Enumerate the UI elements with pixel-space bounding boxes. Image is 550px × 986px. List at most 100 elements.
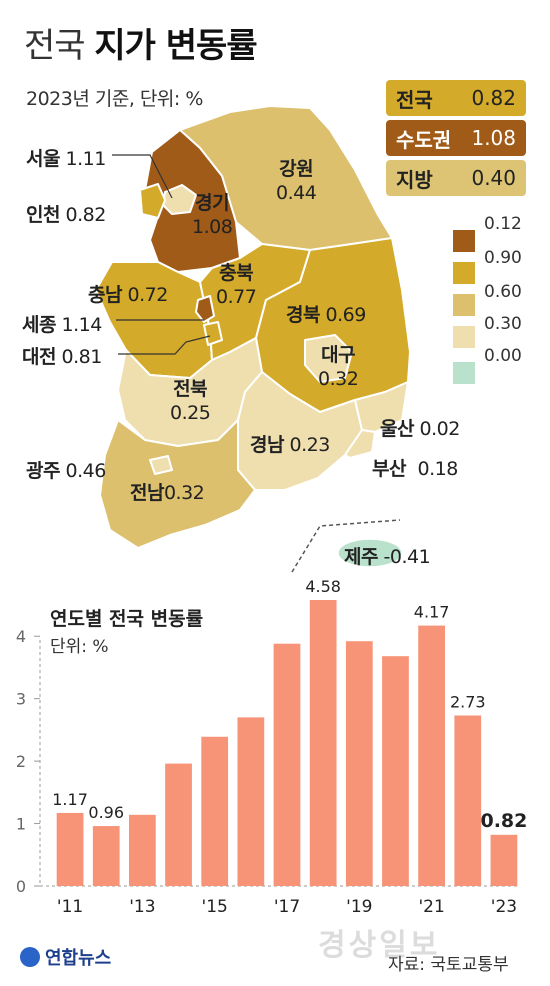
label-busan-value: 0.18 [417,458,459,480]
label-gyeongnam: 경남 0.23 [250,430,330,457]
x-tick-label: '15 [202,897,228,917]
label-incheon: 인천 0.82 [26,200,106,227]
label-jeju: 제주 -0.41 [344,542,431,569]
summary-capital: 수도권 1.08 [386,120,526,156]
data-label-10: 4.17 [414,603,450,622]
label-chungbuk-value: 0.77 [216,285,257,308]
label-chungnam: 충남 0.72 [88,280,168,307]
region-gwangju [149,455,173,475]
logo-icon [20,947,40,967]
region-jeju [337,538,403,568]
legend-swatch-1 [453,262,475,284]
page-title: 전국 지가 변동률 [24,18,258,67]
bar-2 [129,814,156,886]
label-ulsan-name: 울산 [380,418,414,440]
data-label-7: 4.58 [305,577,341,596]
data-label-1: 0.96 [88,803,124,822]
label-jeonbuk-name: 전북 [173,378,208,400]
label-chungbuk-name: 충북 [219,262,254,284]
bar-12 [490,834,518,886]
title-light: 전국 [24,26,86,66]
bar-7 [309,599,337,886]
y-tick-label: 3 [16,690,26,709]
legend-swatch-0 [453,230,475,252]
legend-tick-3: 0.30 [484,314,522,334]
x-tick-label: '23 [491,897,517,917]
label-ulsan-value: 0.02 [419,418,461,440]
label-daejeon: 대전 0.81 [22,342,102,369]
legend-swatch-3 [453,326,475,348]
leader-seoul [112,154,173,199]
x-tick-label: '21 [418,897,444,917]
label-seoul-value: 1.11 [65,148,107,170]
legend-swatch-2 [453,294,475,316]
label-gyeonggi: 경기 1.08 [192,192,233,240]
y-tick-label: 1 [16,815,26,834]
label-daejeon-name: 대전 [22,346,56,368]
label-gangwon: 강원 0.44 [276,158,317,206]
watermark: 경상일보 [318,928,441,963]
y-tick-label: 0 [16,877,26,896]
summary-nationwide: 전국 0.82 [386,80,526,116]
label-busan: 부산 0.18 [372,454,458,481]
label-gyeongbuk: 경북 0.69 [286,300,366,327]
label-jeonnam-value: 0.32 [163,482,205,504]
label-jeonbuk-value: 0.25 [170,401,211,424]
x-tick-label: '17 [274,897,300,917]
title-bold: 지가 변동률 [94,26,257,66]
logo-text: 연합뉴스 [45,948,112,969]
label-sejong: 세종 1.14 [22,310,102,337]
label-gyeongnam-value: 0.23 [289,434,331,456]
label-jeju-value: -0.41 [383,546,431,568]
legend-tick-2: 0.60 [484,282,522,302]
y-tick-label: 2 [16,752,26,771]
summary-value: 0.40 [471,166,516,190]
data-label-11: 2.73 [450,693,486,712]
label-sejong-name: 세종 [22,314,56,336]
region-daegu [304,334,353,383]
bar-0 [56,812,84,886]
label-daegu-name: 대구 [321,344,356,366]
bar-5 [237,717,265,886]
source-note: 자료: 국토교통부 [388,955,509,975]
legend-tick-0: 0.12 [484,214,522,234]
x-tick-label: '13 [129,897,155,917]
bar-10 [418,625,445,886]
label-gwangju-name: 광주 [26,460,60,482]
label-daegu: 대구 0.32 [318,344,359,392]
korea-map [95,105,411,573]
region-sejong [195,295,215,323]
x-tick-label: '19 [346,897,372,917]
label-daegu-value: 0.32 [318,367,359,390]
summary-label: 지방 [396,167,433,192]
label-gyeongbuk-name: 경북 [286,304,320,326]
bar-6 [273,643,301,886]
leader-daejeon [118,335,211,355]
x-tick-label: '11 [57,897,83,917]
subtitle: 2023년 기준, 단위: % [26,88,203,110]
chart-unit: 단위: % [50,637,109,657]
label-gangwon-value: 0.44 [276,181,317,204]
bar-9 [382,656,409,886]
label-incheon-value: 0.82 [65,204,107,226]
label-chungnam-value: 0.72 [127,284,169,306]
label-jeonnam: 전남0.32 [130,482,205,506]
label-ulsan: 울산 0.02 [380,414,460,441]
label-gyeonggi-value: 1.08 [192,215,233,238]
bar-3 [165,763,192,886]
chart-title: 연도별 전국 변동률 [50,608,204,630]
label-gyeonggi-name: 경기 [195,192,230,214]
legend-swatch-4 [453,362,475,384]
bar-8 [345,641,373,886]
summary-value: 1.08 [471,126,516,150]
label-busan-name: 부산 [372,458,406,480]
label-gangwon-name: 강원 [279,158,314,180]
label-gwangju: 광주 0.46 [26,456,106,483]
label-jeonnam-name: 전남 [130,482,164,504]
legend-tick-4: 0.00 [484,346,522,366]
jeju-divider [291,519,401,573]
bar-1 [92,826,120,886]
summary-regional: 지방 0.40 [386,160,526,196]
summary-value: 0.82 [471,86,516,110]
label-gyeongbuk-value: 0.69 [325,304,367,326]
